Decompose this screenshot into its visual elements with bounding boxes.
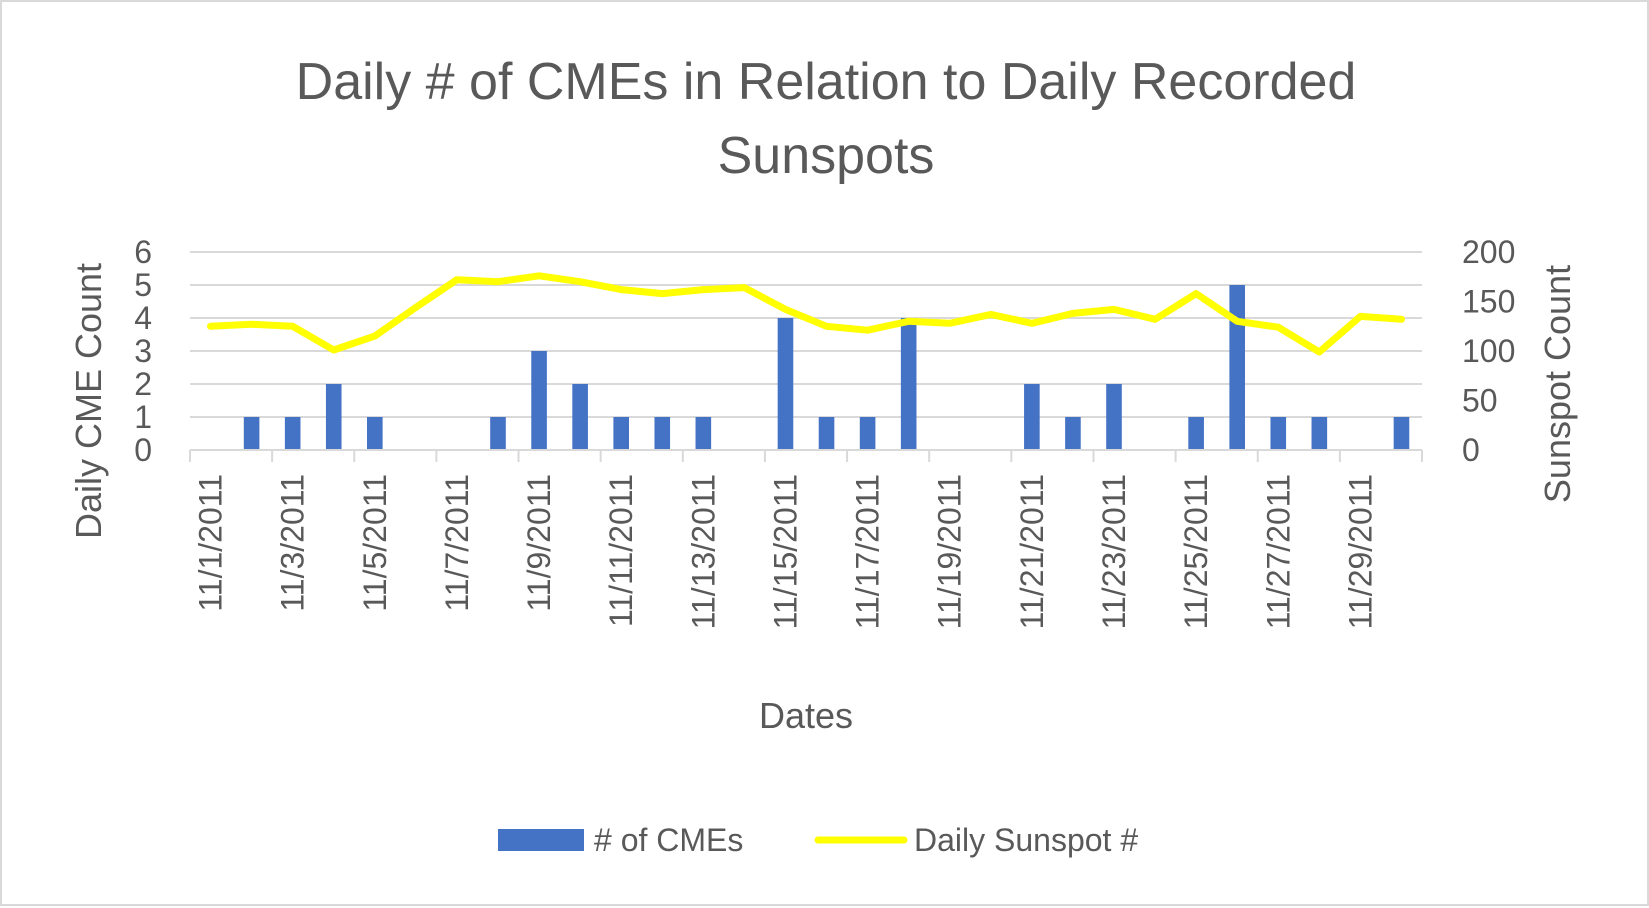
x-tick-label: 11/1/2011 — [193, 474, 229, 612]
y-tick-label: 6 — [134, 234, 152, 270]
x-tick-label: 11/13/2011 — [685, 474, 721, 629]
sunspot-line — [207, 272, 1405, 356]
legend: # of CMEs Daily Sunspot # — [498, 822, 1138, 858]
y2-tick-label: 200 — [1462, 234, 1515, 270]
cme-bar — [654, 417, 671, 450]
cme-bar — [1311, 417, 1328, 450]
cme-bar — [695, 417, 712, 450]
x-axis-title: Dates — [759, 695, 853, 736]
y2-tick-label: 100 — [1462, 333, 1515, 369]
chart-title: Daily # of CMEs in Relation to Daily Rec… — [296, 53, 1357, 185]
y-axis-title: Daily CME Count — [68, 263, 109, 539]
legend-bar-swatch — [498, 829, 584, 851]
x-tick-label: 11/27/2011 — [1260, 474, 1296, 629]
cme-bar — [1106, 384, 1122, 450]
y-tick-label: 4 — [134, 300, 152, 336]
x-tick-labels: 11/1/2011 11/3/2011 11/5/2011 11/7/2011 11/9… — [193, 474, 1379, 629]
cme-bar — [1393, 417, 1410, 450]
x-tick-label: 11/29/2011 — [1342, 474, 1378, 629]
x-tick-label: 11/3/2011 — [275, 474, 311, 612]
x-tick-label: 11/23/2011 — [1096, 474, 1132, 629]
cme-bar — [777, 318, 794, 450]
x-tick-label: 11/11/2011 — [603, 474, 639, 627]
x-tick-label: 11/17/2011 — [850, 474, 886, 629]
cme-bar — [1065, 417, 1081, 450]
cme-bar — [1188, 417, 1204, 450]
x-axis — [189, 449, 1423, 462]
y-tick-label: 5 — [134, 267, 152, 303]
cme-bar — [900, 318, 917, 450]
y2-tick-label: 150 — [1462, 284, 1515, 320]
y-tick-label: 2 — [134, 366, 152, 402]
cme-bar — [613, 417, 630, 450]
y-tick-label: 1 — [134, 399, 152, 435]
x-tick-label: 11/15/2011 — [767, 474, 803, 629]
right-y-ticks: 0 50 100 150 200 — [1462, 234, 1515, 468]
cme-bar — [1024, 384, 1040, 450]
y2-axis-title: Sunspot Count — [1537, 265, 1578, 503]
cme-bar — [859, 417, 876, 450]
cme-bar — [490, 417, 506, 450]
x-tick-label: 11/5/2011 — [357, 474, 393, 612]
cme-bar — [325, 384, 342, 450]
x-tick-label: 11/21/2011 — [1014, 474, 1050, 629]
legend-bar-label: # of CMEs — [594, 822, 743, 858]
chart-title-line: Daily # of CMEs in Relation to Daily Rec… — [296, 53, 1357, 111]
cme-bar — [284, 417, 301, 450]
cme-bars — [243, 285, 1410, 450]
x-tick-label: 11/7/2011 — [439, 474, 475, 612]
x-tick-label: 11/9/2011 — [521, 474, 557, 612]
cme-bar — [818, 417, 835, 450]
y2-tick-label: 50 — [1462, 383, 1498, 419]
legend-line-label: Daily Sunspot # — [914, 822, 1138, 858]
cme-bar — [531, 351, 547, 450]
cme-bar — [1270, 417, 1287, 450]
y-tick-label: 0 — [134, 432, 152, 468]
y2-tick-label: 0 — [1462, 432, 1480, 468]
x-tick-label: 11/19/2011 — [932, 474, 968, 629]
cme-bar — [572, 384, 588, 450]
cme-bar — [366, 417, 383, 450]
x-tick-label: 11/25/2011 — [1178, 474, 1214, 629]
cme-bar — [243, 417, 260, 450]
cme-bar — [1229, 285, 1246, 450]
y-tick-label: 3 — [134, 333, 152, 369]
sunspot-line-path — [207, 272, 1405, 356]
chart-title-line: Sunspots — [718, 127, 935, 185]
